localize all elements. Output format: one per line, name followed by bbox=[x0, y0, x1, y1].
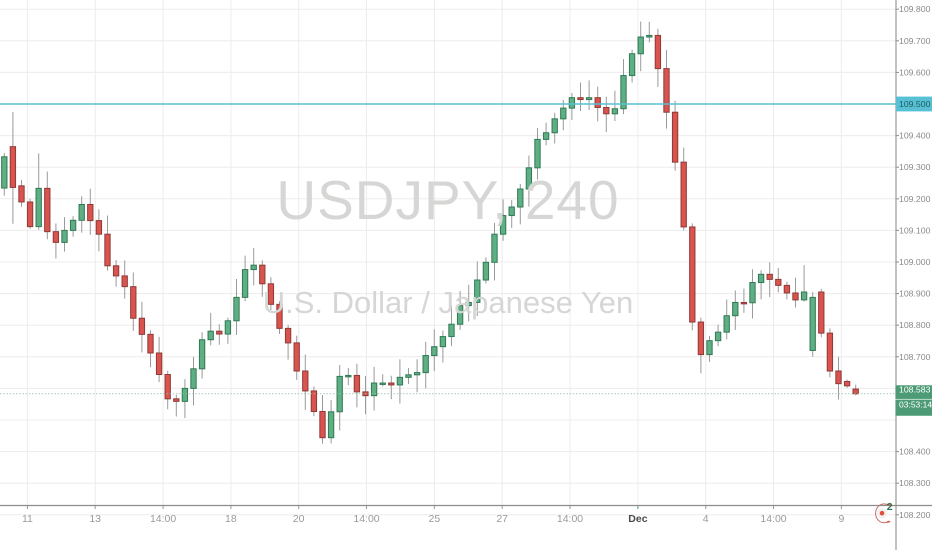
svg-text:109.800: 109.800 bbox=[899, 4, 931, 14]
svg-text:108.200: 108.200 bbox=[899, 510, 931, 520]
svg-text:108.583: 108.583 bbox=[899, 384, 931, 394]
svg-text:14:00: 14:00 bbox=[150, 513, 176, 525]
svg-text:25: 25 bbox=[429, 513, 441, 525]
svg-text:108.700: 108.700 bbox=[899, 352, 931, 362]
svg-text:14:00: 14:00 bbox=[557, 513, 583, 525]
svg-text:108.400: 108.400 bbox=[899, 447, 931, 457]
svg-text:109.500: 109.500 bbox=[899, 99, 931, 109]
svg-text:109.200: 109.200 bbox=[899, 194, 931, 204]
svg-text:108.900: 108.900 bbox=[899, 289, 931, 299]
svg-text:109.700: 109.700 bbox=[899, 36, 931, 46]
svg-text:11: 11 bbox=[22, 513, 33, 525]
svg-text:109.300: 109.300 bbox=[899, 162, 931, 172]
svg-text:13: 13 bbox=[89, 513, 101, 525]
svg-text:108.300: 108.300 bbox=[899, 478, 931, 488]
svg-text:109.100: 109.100 bbox=[899, 225, 931, 235]
svg-text:20: 20 bbox=[293, 513, 305, 525]
svg-text:109.600: 109.600 bbox=[899, 67, 931, 77]
svg-text:27: 27 bbox=[496, 513, 508, 525]
svg-text:9: 9 bbox=[838, 513, 844, 525]
svg-text:2: 2 bbox=[887, 501, 893, 513]
svg-text:109.000: 109.000 bbox=[899, 257, 931, 267]
svg-text:03:53:14: 03:53:14 bbox=[899, 400, 932, 410]
svg-text:109.400: 109.400 bbox=[899, 131, 931, 141]
svg-text:Dec: Dec bbox=[628, 513, 647, 525]
svg-text:14:00: 14:00 bbox=[353, 513, 379, 525]
svg-text:108.800: 108.800 bbox=[899, 320, 931, 330]
svg-text:18: 18 bbox=[225, 513, 237, 525]
svg-text:4: 4 bbox=[703, 513, 709, 525]
svg-text:14:00: 14:00 bbox=[760, 513, 786, 525]
